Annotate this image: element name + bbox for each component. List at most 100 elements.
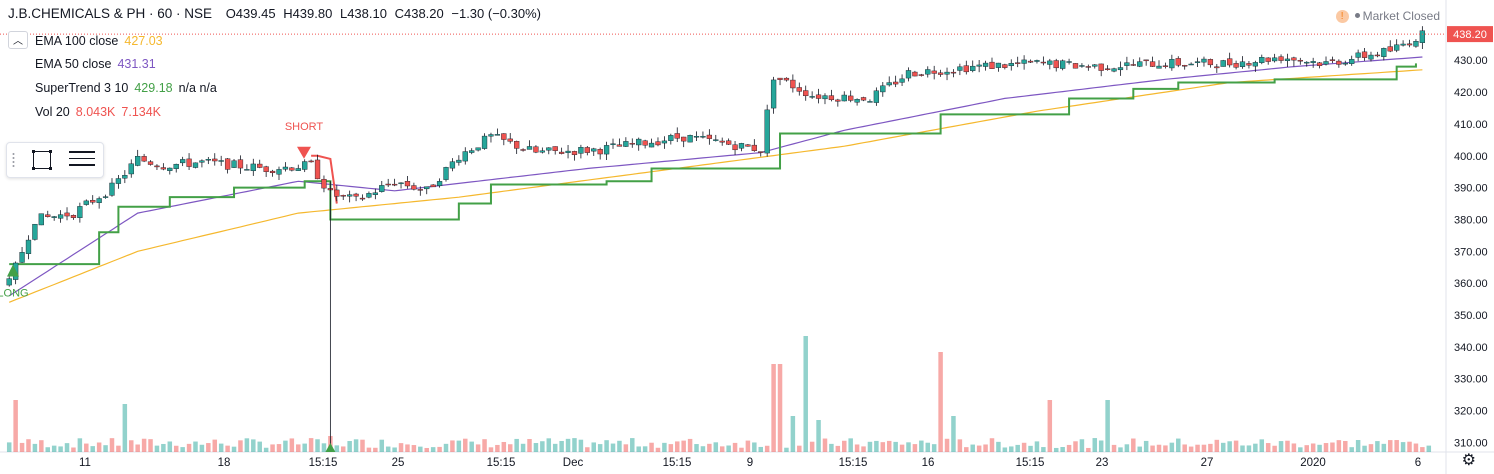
candle-body [154,165,160,168]
x-tick-label: 23 [1096,457,1109,469]
candle-body [944,71,950,75]
candle-body [1085,66,1091,68]
volume-bar [315,439,320,452]
candle-body [687,135,693,143]
candle-body [1259,57,1265,63]
volume-bar [591,442,596,452]
volume-bar [1150,445,1155,452]
candle-body [475,147,481,151]
volume-bar [546,438,552,452]
x-tick-label: 15:15 [309,457,338,469]
symbol-header: J.B.CHEMICALS & PH · 60 · NSE O439.45 H4… [8,6,545,21]
candle-body [1162,65,1169,67]
candle-body [803,90,809,97]
volume-bar [899,444,905,452]
volume-bar [1214,439,1220,452]
volume-bar [842,440,847,452]
volume-bar [379,439,385,452]
drawing-toolbox[interactable] [6,142,104,178]
volume-bar [1323,443,1329,452]
volume-bar [1015,444,1020,452]
volume-bar [1208,443,1213,452]
candle-body [231,160,237,168]
horizontal-lines-tool-icon[interactable] [69,151,95,169]
volume-bar [1407,441,1412,452]
volume-bar [803,336,808,452]
volume-bar [109,438,115,452]
volume-bar [668,444,674,452]
candle-body [706,134,713,139]
legend-ema50[interactable]: EMA 50 close 431.31 [35,56,156,72]
volume-bar [707,443,712,452]
warning-icon[interactable]: ! [1335,10,1349,24]
candle-body [6,278,12,286]
volume-bar [964,447,969,452]
volume-bar [308,438,314,452]
candle-body [854,99,860,103]
candle-body [700,136,706,138]
y-tick-label: 340.00 [1454,342,1488,354]
volume-bar [649,442,654,452]
candle-body [347,194,353,197]
volume-bar [655,447,661,452]
candle-body [841,94,847,102]
candle-body [102,196,109,198]
candle-body [340,195,346,197]
volume-bar [533,443,539,452]
volume-bar [1066,444,1072,452]
candle-body [96,198,102,203]
candle-body [1066,61,1072,63]
legend-supertrend[interactable]: SuperTrend 3 10 429.18 n/a n/a [35,80,217,96]
volume-bar [231,446,237,452]
volume-bar [559,440,564,452]
volume-bar [989,438,995,452]
volume-bar [430,447,436,452]
volume-bar [392,447,397,452]
candle-body [19,252,25,263]
candle-body [623,141,629,147]
volume-bar [424,447,429,452]
y-tick-label: 320.00 [1454,406,1488,418]
supertrend-extra: n/a n/a [178,81,217,95]
volume-bar [450,440,455,452]
candle-body [462,151,468,162]
volume-bar [854,444,860,452]
volume-bar [1298,447,1303,452]
y-tick-label: 310.00 [1454,437,1488,449]
volume-bar [797,445,802,452]
rectangle-tool-icon[interactable] [32,150,52,170]
candle-body [1047,60,1053,65]
candle-body [552,146,558,151]
candle-body [1227,58,1233,66]
candle-body [835,99,841,102]
volume-bar [938,352,943,452]
supertrend-value: 429.18 [134,81,173,95]
legend-volume[interactable]: Vol 20 8.043K 7.134K [35,104,161,120]
candle-body [1291,57,1297,61]
volume-bar [148,439,153,452]
volume-bar [90,446,95,452]
candle-body [314,159,321,180]
legend-ema100[interactable]: EMA 100 close 427.03 [35,33,163,49]
symbol-title[interactable]: J.B.CHEMICALS & PH · 60 · NSE [8,6,213,21]
drag-handle-icon[interactable] [12,152,15,168]
x-tick-label: 16 [922,457,935,469]
candle-body [302,161,308,170]
volume-bar [777,364,783,452]
settings-gear-icon[interactable]: ⚙ [1461,452,1476,469]
volume-bar [206,443,211,452]
volume-bar [1137,446,1142,452]
candle-body [822,95,828,100]
candle-body [886,82,892,86]
volume-bar [1394,440,1399,452]
candle-body [366,193,372,198]
legend-toggle-button[interactable]: ︿ [8,31,28,49]
candle-body [1104,68,1111,70]
candle-body [424,186,430,190]
volume-bar [1420,447,1425,452]
volume-bar [321,443,327,452]
candle-body [1053,60,1059,69]
open-value: O439.45 [225,6,276,21]
candle-body [1278,56,1284,61]
